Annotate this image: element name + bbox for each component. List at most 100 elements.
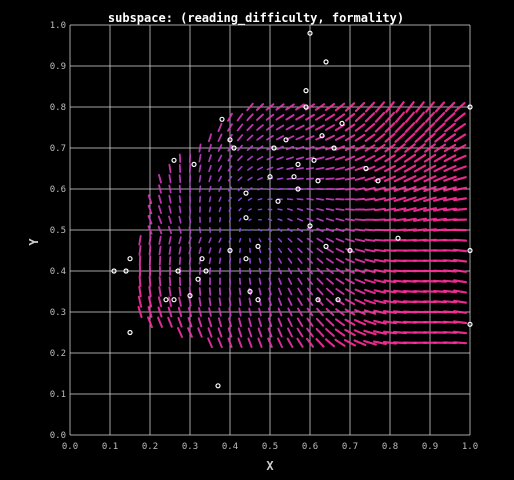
vector-arrow-675 [434,101,446,113]
vector-arrow-169 [227,144,233,152]
vector-arrow-602 [405,111,415,123]
vector-arrow-477 [354,165,366,172]
vector-arrow-524 [374,175,386,182]
vector-arrow-674 [434,111,446,123]
vector-arrow-480 [354,133,366,142]
data-point-3 [127,329,133,336]
vector-arrow-107 [207,337,213,349]
vector-arrow-405 [325,166,335,171]
y-tick-label-3: 0.3 [50,308,66,318]
vector-arrow-441 [345,288,355,295]
data-point-6 [175,268,181,274]
vector-arrow-506 [364,112,376,123]
vector-arrow-79 [188,236,192,244]
data-point-5 [171,297,177,303]
vector-arrow-365 [315,327,325,338]
vector-arrow-434 [334,113,346,122]
vector-arrow-670 [433,154,447,163]
vector-arrow-120 [208,206,212,213]
vector-arrow-111 [208,297,212,307]
vector-arrow-539 [383,269,397,273]
vector-arrow-328 [296,217,304,222]
vector-arrow-286 [276,156,284,161]
vector-arrow-682 [442,279,458,283]
data-point-42 [335,297,341,303]
vector-arrow-45 [167,225,173,235]
vector-arrow-385 [315,124,325,131]
vector-arrow-484 [363,339,377,346]
vector-arrow-462 [353,319,367,326]
vector-arrow-530 [374,111,386,123]
vector-arrow-392 [325,297,335,306]
vector-arrow-35 [158,173,162,184]
vector-arrow-316 [296,337,304,348]
vector-arrow-620 [413,175,427,183]
vector-arrow-352 [306,217,314,222]
vector-arrow-12 [148,275,152,287]
vector-arrow-142 [218,196,222,202]
data-point-38 [319,133,325,139]
vector-arrow-396 [326,257,334,264]
vector-arrow-246 [267,317,273,327]
vector-arrow-310 [286,156,294,161]
vector-arrow-448 [345,218,355,222]
vector-arrow-443 [345,268,355,274]
vector-arrow-71 [187,317,193,328]
vector-arrow-471 [354,228,366,232]
vector-arrow-695 [443,143,457,153]
vector-arrow-301 [287,247,293,254]
vector-arrow-618 [413,196,427,203]
vector-arrow-535 [383,310,397,314]
vector-arrow-297 [287,287,293,296]
vector-arrow-104 [198,164,202,173]
vector-arrow-529 [374,122,386,133]
data-point-1 [123,268,129,274]
vector-arrow-245 [267,327,273,338]
vector-arrow-230 [258,238,262,243]
vector-arrow-368 [316,297,324,306]
vector-arrow-329 [296,207,304,212]
vector-arrow-212 [247,176,253,181]
vector-arrow-575 [394,143,406,153]
vector-arrow-683 [442,269,458,273]
y-tick-label-10: 1.0 [50,21,66,31]
data-point-30 [295,161,301,167]
vector-arrow-189 [237,176,243,182]
vector-arrow-210 [247,197,253,201]
vector-arrow-367 [316,307,324,317]
vector-arrow-680 [442,300,458,304]
vector-arrow-325 [297,247,303,254]
vector-arrow-701 [452,330,468,335]
data-point-50 [467,321,473,327]
data-point-12 [203,268,209,274]
vector-arrow-650 [424,111,436,123]
vector-arrow-56 [178,286,182,297]
vector-arrow-320 [297,297,303,306]
vector-arrow-492 [364,258,376,263]
vector-arrow-511 [373,309,387,315]
vector-arrow-11 [148,285,152,298]
vector-arrow-269 [277,327,283,338]
vector-arrow-644 [423,175,437,183]
vector-arrow-48 [168,194,172,204]
vector-arrow-102 [198,185,202,193]
vector-arrow-315 [285,103,295,111]
vector-arrow-505 [364,122,376,133]
vector-arrow-451 [344,187,356,191]
vector-arrow-493 [364,248,376,253]
vector-arrow-386 [315,113,325,121]
data-point-24 [267,174,273,180]
vector-arrow-116 [208,247,212,254]
x-tick-label-4: 0.4 [222,442,238,452]
vector-arrow-129 [217,327,223,338]
vector-arrow-299 [287,267,293,275]
vector-arrow-121 [208,196,212,203]
vector-arrow-143 [218,186,222,192]
vector-arrow-377 [316,207,324,212]
vector-arrow-431 [334,145,346,151]
vector-arrow-304 [287,218,293,222]
vector-arrow-112 [208,287,212,296]
vector-arrow-36 [167,316,173,328]
vector-arrow-264 [266,134,274,141]
vector-arrow-642 [423,196,437,202]
